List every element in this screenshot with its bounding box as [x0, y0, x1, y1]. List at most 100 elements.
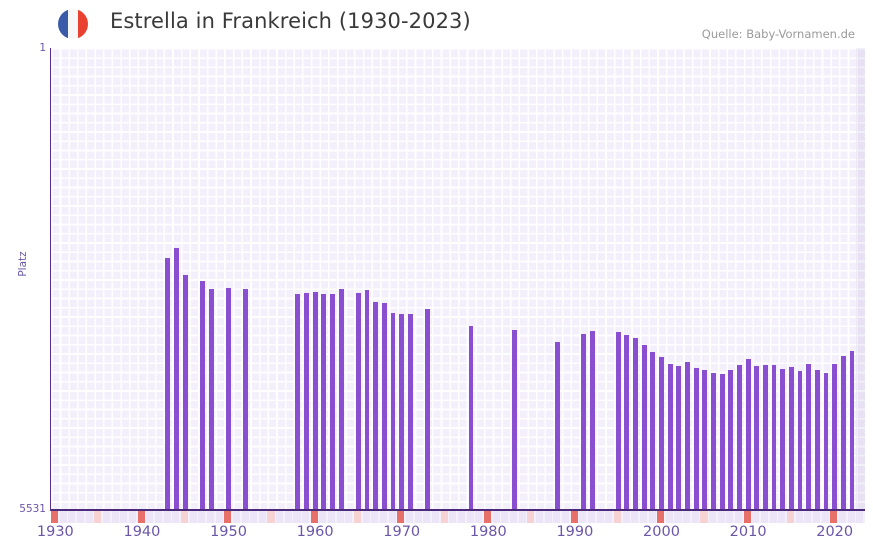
x-tick-minor [700, 511, 708, 523]
x-tick-cell [804, 511, 812, 523]
bar[interactable] [762, 364, 768, 510]
bar[interactable] [676, 366, 682, 510]
x-tick-cell [189, 511, 197, 523]
x-tick-cell [284, 511, 292, 523]
x-tick-major [137, 511, 145, 523]
x-tick-cell [691, 511, 699, 523]
bar[interactable] [615, 331, 621, 510]
x-tick-major [743, 511, 751, 523]
x-tick-cell [380, 511, 388, 523]
x-tick-minor [613, 511, 621, 523]
bar[interactable] [468, 326, 474, 510]
bar[interactable] [667, 363, 673, 510]
flag-france-icon [58, 9, 88, 39]
bar[interactable] [849, 351, 855, 510]
x-tick-cell [423, 511, 431, 523]
bar[interactable] [182, 275, 188, 510]
x-axis-tick-label: 1950 [210, 524, 247, 540]
bar[interactable] [633, 337, 638, 510]
bar[interactable] [373, 301, 379, 510]
bar[interactable] [330, 294, 335, 510]
x-tick-cell [85, 511, 93, 523]
bar[interactable] [719, 373, 725, 510]
bar[interactable] [355, 292, 361, 510]
bar[interactable] [581, 334, 586, 510]
bar[interactable] [390, 312, 396, 510]
x-tick-cell [215, 511, 223, 523]
bar[interactable] [165, 258, 171, 510]
x-tick-cell [432, 511, 440, 523]
bar[interactable] [728, 370, 734, 510]
x-tick-cell [509, 511, 517, 523]
x-tick-cell [813, 511, 821, 523]
bar[interactable] [226, 287, 231, 510]
bar[interactable] [737, 364, 742, 510]
source-attribution: Quelle: Baby-Vornamen.de [701, 27, 855, 41]
bar[interactable] [814, 369, 820, 510]
x-tick-cell [709, 511, 717, 523]
bar[interactable] [381, 302, 387, 510]
x-tick-cell [120, 511, 128, 523]
x-tick-cell [726, 511, 734, 523]
x-tick-cell [102, 511, 110, 523]
bar[interactable] [555, 342, 560, 510]
x-tick-cell [761, 511, 769, 523]
bar[interactable] [174, 248, 179, 510]
bar[interactable] [780, 368, 786, 510]
bar[interactable] [295, 293, 301, 510]
x-tick-minor [94, 511, 102, 523]
x-tick-cell [293, 511, 301, 523]
bar[interactable] [208, 288, 214, 510]
bar[interactable] [407, 314, 413, 510]
bar[interactable] [832, 363, 838, 510]
x-tick-minor [440, 511, 448, 523]
bar[interactable] [641, 344, 647, 510]
x-tick-cell [362, 511, 370, 523]
x-tick-cell [605, 511, 613, 523]
bar[interactable] [399, 314, 405, 510]
bar[interactable] [650, 352, 656, 510]
horizontal-gridlines [51, 48, 865, 510]
bar[interactable] [711, 372, 716, 510]
bar[interactable] [200, 281, 205, 510]
bar[interactable] [797, 371, 803, 510]
y-axis-tick-top: 1 [39, 42, 46, 54]
bar[interactable] [806, 363, 812, 510]
bar[interactable] [338, 288, 344, 510]
x-tick-cell [839, 511, 847, 523]
bar[interactable] [745, 358, 751, 510]
bar[interactable] [243, 289, 249, 510]
x-tick-cell [111, 511, 119, 523]
bar[interactable] [659, 357, 664, 510]
bar[interactable] [840, 356, 846, 510]
x-tick-cell [172, 511, 180, 523]
x-tick-minor [267, 511, 275, 523]
x-tick-cell [146, 511, 154, 523]
bar[interactable] [425, 308, 431, 510]
bar[interactable] [321, 294, 327, 510]
x-tick-cell [154, 511, 162, 523]
x-tick-cell [561, 511, 569, 523]
bar[interactable] [304, 292, 309, 510]
x-tick-major [51, 511, 59, 523]
bar[interactable] [312, 291, 318, 510]
bar[interactable] [624, 335, 630, 510]
x-tick-cell [466, 511, 474, 523]
bar[interactable] [685, 362, 690, 510]
bar[interactable] [364, 290, 370, 510]
x-tick-cell [475, 511, 483, 523]
x-tick-cell [683, 511, 691, 523]
x-tick-cell [328, 511, 336, 523]
bar[interactable] [702, 370, 708, 510]
x-axis-tick-label: 1990 [556, 524, 594, 540]
x-axis-tick-label: 1970 [383, 524, 421, 540]
bar[interactable] [511, 330, 517, 510]
bar[interactable] [754, 366, 760, 510]
x-tick-major [397, 511, 405, 523]
bar[interactable] [771, 365, 777, 510]
bar[interactable] [788, 367, 794, 510]
bar[interactable] [589, 331, 595, 510]
bar[interactable] [823, 372, 829, 510]
x-tick-cell [596, 511, 604, 523]
bar[interactable] [693, 367, 699, 510]
